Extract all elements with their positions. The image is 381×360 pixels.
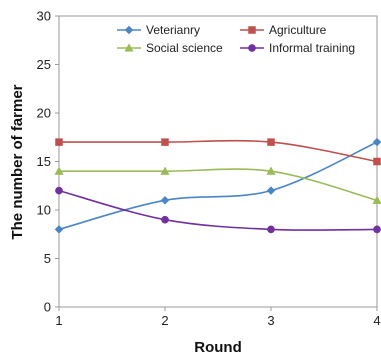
- data-point: [161, 215, 169, 224]
- series-agriculture: [55, 138, 381, 166]
- data-point: [266, 166, 276, 175]
- series-informal-training: [55, 186, 381, 234]
- data-point: [267, 225, 275, 234]
- legend-marker: [124, 43, 134, 52]
- x-axis-title: Round: [194, 339, 241, 356]
- legend-label: Veterianry: [146, 23, 200, 37]
- legend-item: Social science: [117, 41, 223, 55]
- y-tick-label: 20: [37, 106, 51, 121]
- series-layer: [54, 137, 381, 234]
- legend-item: Informal training: [240, 41, 355, 55]
- series-line: [59, 139, 378, 163]
- series-line: [59, 168, 378, 202]
- series-line: [58, 189, 378, 231]
- x-tick-label: 4: [373, 313, 380, 328]
- data-point: [54, 166, 64, 175]
- y-tick-label: 10: [37, 203, 51, 218]
- data-point: [55, 138, 63, 146]
- data-point: [55, 186, 63, 195]
- y-tick-label: 15: [37, 154, 51, 169]
- data-point: [372, 137, 381, 147]
- data-point: [161, 138, 169, 146]
- y-tick-label: 0: [44, 300, 51, 315]
- y-axis-title: The number of farmer: [9, 84, 26, 239]
- legend-label: Social science: [146, 41, 223, 55]
- legend-item: Agriculture: [240, 23, 327, 37]
- y-axis-ticks: 0 5 10 15 20 25 30: [37, 9, 59, 315]
- legend-marker: [248, 44, 256, 52]
- data-point: [54, 225, 64, 234]
- x-tick-label: 3: [267, 313, 274, 328]
- data-point: [160, 166, 170, 175]
- data-point: [160, 195, 170, 205]
- series-social-science: [54, 166, 381, 204]
- plot-area: [58, 15, 378, 308]
- series-line: [58, 141, 378, 231]
- legend: Veterianry Agriculture Social science Infor…: [117, 23, 355, 55]
- x-tick-label: 1: [55, 313, 62, 328]
- legend-marker: [124, 25, 134, 35]
- data-point: [373, 157, 381, 166]
- data-point: [372, 195, 381, 204]
- y-tick-label: 5: [44, 251, 51, 266]
- legend-marker: [248, 26, 256, 34]
- data-point: [266, 186, 276, 195]
- x-tick-label: 2: [161, 313, 168, 328]
- legend-label: Informal training: [269, 41, 355, 55]
- x-axis-ticks: 1 2 3 4: [55, 307, 381, 328]
- data-point: [267, 138, 275, 146]
- y-tick-label: 25: [37, 57, 51, 72]
- legend-label: Agriculture: [269, 23, 327, 37]
- y-tick-label: 30: [37, 9, 51, 24]
- legend-item: Veterianry: [117, 23, 200, 37]
- series-veterianry: [54, 137, 381, 234]
- data-point: [373, 225, 381, 234]
